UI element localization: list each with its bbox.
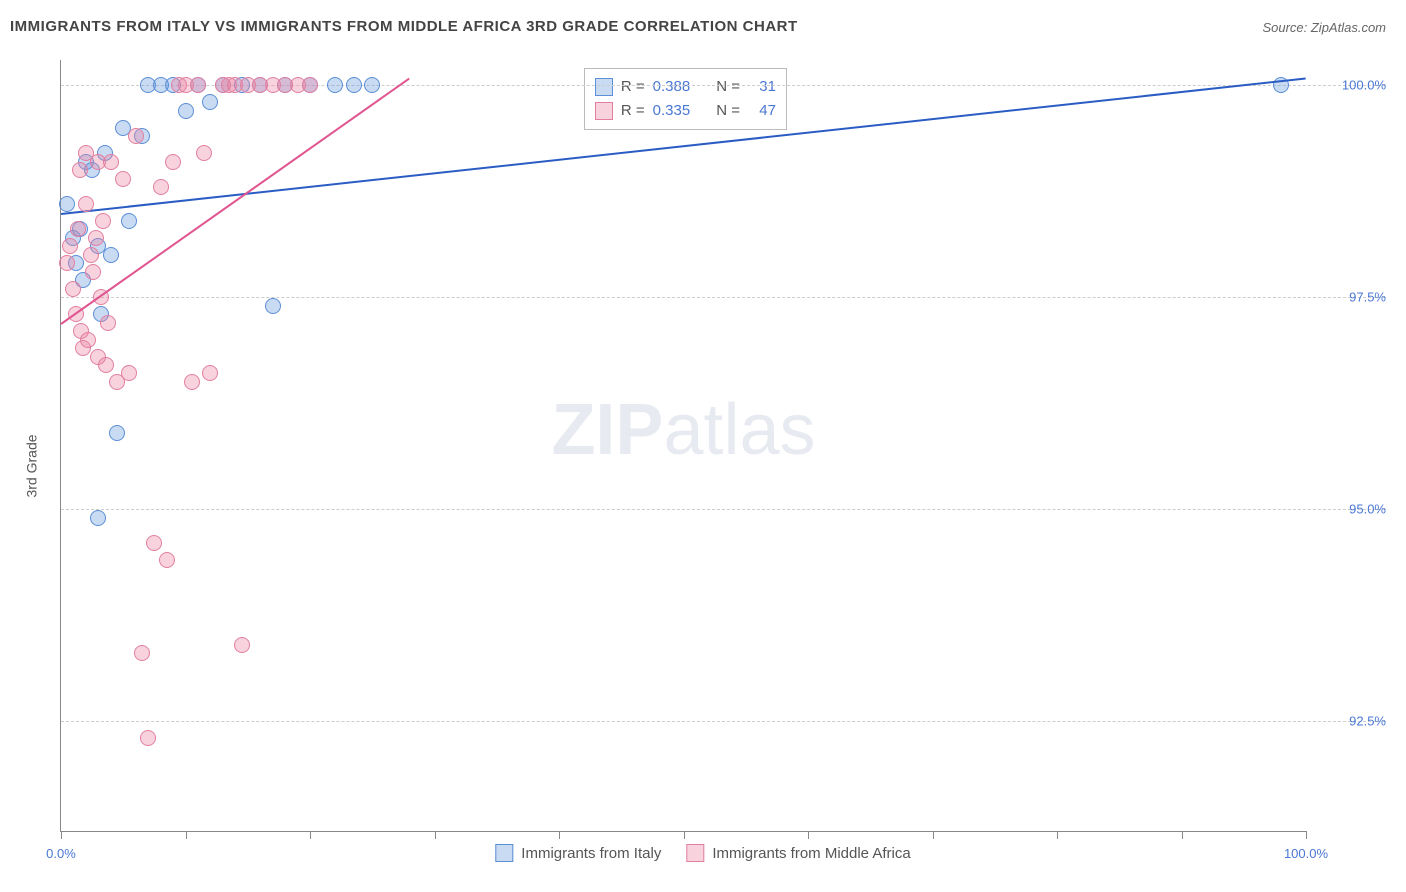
data-point bbox=[98, 357, 114, 373]
data-point bbox=[103, 247, 119, 263]
x-tick bbox=[808, 831, 809, 839]
data-point bbox=[265, 298, 281, 314]
series-legend: Immigrants from Italy Immigrants from Mi… bbox=[495, 844, 910, 862]
swatch-icon bbox=[595, 102, 613, 120]
swatch-icon bbox=[495, 844, 513, 862]
data-point bbox=[115, 171, 131, 187]
data-point bbox=[62, 238, 78, 254]
x-tick bbox=[435, 831, 436, 839]
y-tick-label: 100.0% bbox=[1316, 78, 1386, 93]
data-point bbox=[88, 230, 104, 246]
data-point bbox=[327, 77, 343, 93]
data-point bbox=[184, 374, 200, 390]
data-point bbox=[83, 247, 99, 263]
data-point bbox=[59, 255, 75, 271]
data-point bbox=[364, 77, 380, 93]
x-tick-label: 100.0% bbox=[1284, 846, 1328, 861]
x-tick bbox=[186, 831, 187, 839]
data-point bbox=[128, 128, 144, 144]
n-value: 47 bbox=[748, 99, 776, 123]
y-axis-label: 3rd Grade bbox=[24, 434, 40, 497]
data-point bbox=[202, 94, 218, 110]
x-tick bbox=[559, 831, 560, 839]
legend-item-middle-africa: Immigrants from Middle Africa bbox=[686, 844, 910, 862]
data-point bbox=[134, 645, 150, 661]
correlation-legend: R = 0.388 N = 31 R = 0.335 N = 47 bbox=[584, 68, 787, 130]
y-tick-label: 95.0% bbox=[1316, 502, 1386, 517]
data-point bbox=[196, 145, 212, 161]
x-tick bbox=[61, 831, 62, 839]
data-point bbox=[109, 425, 125, 441]
r-value: 0.388 bbox=[653, 75, 691, 99]
data-point bbox=[90, 510, 106, 526]
data-point bbox=[178, 103, 194, 119]
legend-row: R = 0.388 N = 31 bbox=[595, 75, 776, 99]
gridline bbox=[61, 721, 1386, 722]
x-tick bbox=[310, 831, 311, 839]
r-label: R = bbox=[621, 99, 645, 123]
data-point bbox=[153, 179, 169, 195]
x-tick bbox=[933, 831, 934, 839]
n-value: 31 bbox=[748, 75, 776, 99]
y-tick-label: 97.5% bbox=[1316, 290, 1386, 305]
data-point bbox=[59, 196, 75, 212]
data-point bbox=[234, 637, 250, 653]
x-tick bbox=[1057, 831, 1058, 839]
n-label: N = bbox=[716, 75, 740, 99]
legend-item-italy: Immigrants from Italy bbox=[495, 844, 661, 862]
chart-title: IMMIGRANTS FROM ITALY VS IMMIGRANTS FROM… bbox=[10, 18, 798, 35]
data-point bbox=[100, 315, 116, 331]
data-point bbox=[302, 77, 318, 93]
data-point bbox=[121, 365, 137, 381]
x-tick bbox=[684, 831, 685, 839]
data-point bbox=[72, 162, 88, 178]
data-point bbox=[165, 154, 181, 170]
data-point bbox=[70, 221, 86, 237]
r-label: R = bbox=[621, 75, 645, 99]
data-point bbox=[95, 213, 111, 229]
legend-label: Immigrants from Middle Africa bbox=[712, 845, 910, 862]
swatch-icon bbox=[595, 78, 613, 96]
legend-label: Immigrants from Italy bbox=[521, 845, 661, 862]
data-point bbox=[90, 154, 106, 170]
gridline bbox=[61, 509, 1386, 510]
trend-line bbox=[60, 77, 410, 324]
data-point bbox=[65, 281, 81, 297]
x-tick-label: 0.0% bbox=[46, 846, 76, 861]
data-point bbox=[190, 77, 206, 93]
x-tick bbox=[1182, 831, 1183, 839]
data-point bbox=[346, 77, 362, 93]
watermark: ZIPatlas bbox=[551, 389, 815, 471]
data-point bbox=[78, 196, 94, 212]
n-label: N = bbox=[716, 99, 740, 123]
swatch-icon bbox=[686, 844, 704, 862]
data-point bbox=[85, 264, 101, 280]
r-value: 0.335 bbox=[653, 99, 691, 123]
plot-area: ZIPatlas R =0.388N =31R =0.335N =47 92.5… bbox=[60, 60, 1306, 832]
source-label: Source: ZipAtlas.com bbox=[1262, 20, 1386, 35]
data-point bbox=[159, 552, 175, 568]
data-point bbox=[80, 332, 96, 348]
y-tick-label: 92.5% bbox=[1316, 713, 1386, 728]
data-point bbox=[202, 365, 218, 381]
data-point bbox=[121, 213, 137, 229]
chart-container: 3rd Grade ZIPatlas R = 0.388 N = 31 R = 0.335… bbox=[10, 50, 1396, 882]
data-point bbox=[140, 730, 156, 746]
gridline bbox=[61, 297, 1386, 298]
data-point bbox=[146, 535, 162, 551]
legend-row: R = 0.335 N = 47 bbox=[595, 99, 776, 123]
x-tick bbox=[1306, 831, 1307, 839]
